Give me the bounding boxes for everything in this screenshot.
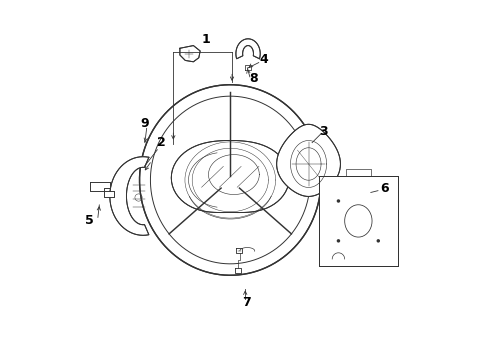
Polygon shape (171, 140, 288, 212)
Polygon shape (110, 157, 148, 235)
Circle shape (376, 239, 379, 243)
Polygon shape (90, 182, 114, 197)
Polygon shape (344, 205, 371, 237)
Text: 3: 3 (319, 126, 327, 139)
Text: 9: 9 (140, 117, 149, 130)
Text: 4: 4 (259, 53, 268, 66)
Text: 5: 5 (85, 215, 94, 228)
Polygon shape (318, 176, 397, 266)
Polygon shape (276, 124, 340, 197)
Text: 6: 6 (380, 183, 388, 195)
Text: 1: 1 (202, 33, 210, 46)
Text: 8: 8 (248, 72, 257, 85)
Circle shape (336, 239, 340, 243)
Polygon shape (139, 85, 320, 275)
Polygon shape (180, 46, 200, 62)
Polygon shape (235, 39, 260, 59)
Text: 2: 2 (156, 136, 165, 149)
Circle shape (336, 199, 340, 203)
Text: 7: 7 (242, 296, 250, 309)
